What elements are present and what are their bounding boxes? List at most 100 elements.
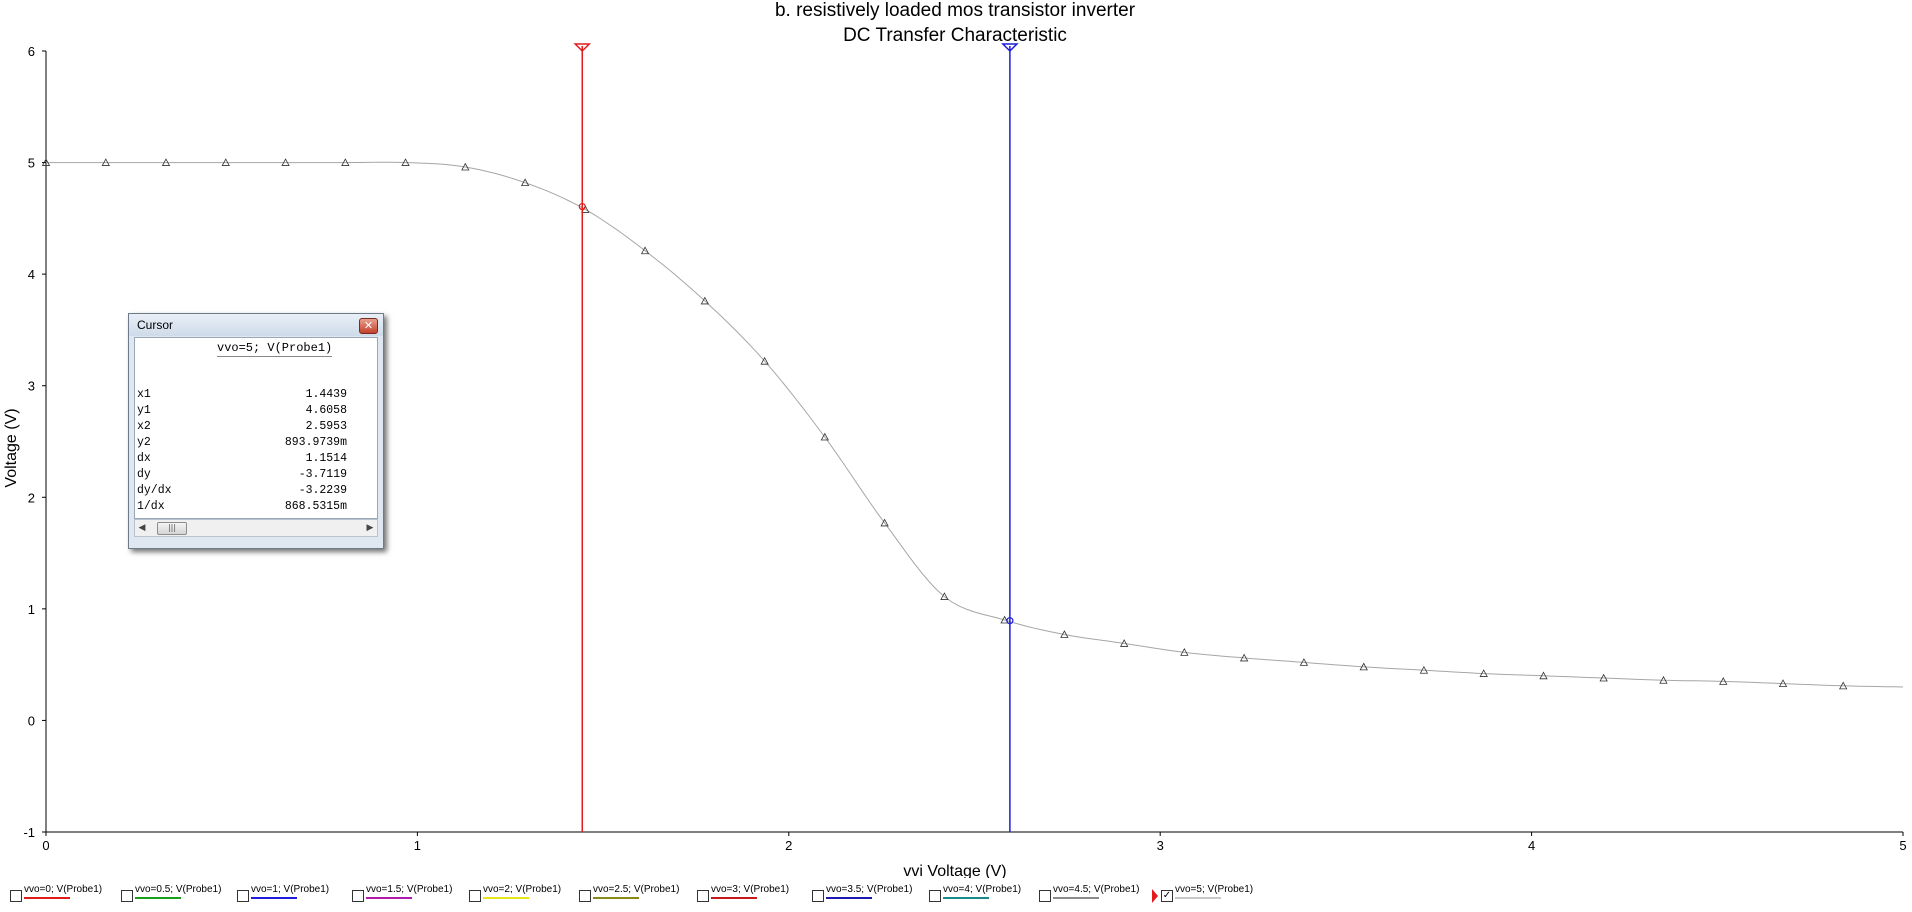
cursor-row-label: 1/dx xyxy=(137,500,165,513)
cursor-row-x1: x1 1.4439 xyxy=(137,388,347,404)
legend-checkbox[interactable] xyxy=(121,890,133,902)
legend-color-swatch xyxy=(24,897,70,899)
data-point-marker xyxy=(1539,671,1548,680)
legend-checkbox[interactable] xyxy=(237,890,249,902)
cursor-readout-panel: vvo=5; V(Probe1) x1 1.4439 y1 4.6058 x2 2.595… xyxy=(134,337,378,519)
x-tick-label: 5 xyxy=(1899,838,1906,853)
axes xyxy=(42,50,1904,836)
y-tick-label: 4 xyxy=(28,267,35,282)
cursor-lines[interactable] xyxy=(573,43,1019,832)
legend-checkbox[interactable] xyxy=(812,890,824,902)
x-tick-labels: 0 1 2 3 4 5 xyxy=(42,838,1906,853)
legend-color-swatch xyxy=(593,897,639,899)
data-point-marker xyxy=(401,158,410,166)
scroll-thumb[interactable]: ||| xyxy=(157,522,187,535)
data-point-marker xyxy=(341,158,350,166)
legend-checkbox[interactable]: ✓ xyxy=(1161,890,1173,902)
cursor-row-dx: dx 1.1514 xyxy=(137,452,347,468)
legend: vvo=0; V(Probe1) vvo=0.5; V(Probe1) vvo=1;… xyxy=(0,878,1912,912)
data-point-marker xyxy=(1060,630,1069,638)
cursor-row-dy: dy -3.7119 xyxy=(137,468,347,484)
legend-color-swatch xyxy=(366,897,412,899)
legend-color-swatch xyxy=(826,897,872,899)
cursor-row-value: 2.5953 xyxy=(305,420,347,433)
legend-label: vvo=0.5; V(Probe1) xyxy=(135,884,222,895)
data-point-marker xyxy=(461,162,470,171)
cursor-row-label: x2 xyxy=(137,420,151,433)
y-tick-label: -1 xyxy=(23,825,35,840)
y-axis-label: Voltage (V) xyxy=(3,408,20,487)
legend-checkbox[interactable] xyxy=(1039,890,1051,902)
y-tick-label: 2 xyxy=(28,490,35,505)
x-tick-label: 0 xyxy=(42,838,49,853)
data-point-marker xyxy=(1180,648,1189,656)
cursor-window-title: Cursor xyxy=(137,318,174,332)
cursor-row-value: -3.2239 xyxy=(298,484,347,497)
legend-label: vvo=2; V(Probe1) xyxy=(483,884,562,895)
selected-series-marker-icon xyxy=(1152,889,1158,903)
legend-checkbox[interactable] xyxy=(929,890,941,902)
chart-title-line-1: b. resistively loaded mos transistor inv… xyxy=(775,0,1136,21)
legend-label: vvo=3.5; V(Probe1) xyxy=(826,884,913,895)
y-tick-label: 6 xyxy=(28,44,35,59)
x-tick-label: 3 xyxy=(1157,838,1164,853)
cursor-readout-header: vvo=5; V(Probe1) xyxy=(217,341,333,357)
cursor-row-value: 4.6058 xyxy=(305,404,347,417)
scroll-right-arrow-icon[interactable]: ▶ xyxy=(366,523,374,533)
legend-color-swatch xyxy=(483,897,529,899)
series-lines xyxy=(41,158,1904,690)
y-tick-label: 3 xyxy=(28,379,35,394)
y-tick-label: 0 xyxy=(28,713,35,728)
data-point-marker xyxy=(1778,679,1788,688)
cursor-row-value: 1.1514 xyxy=(305,452,347,465)
data-point-marker xyxy=(1120,639,1129,647)
series-line xyxy=(46,161,1904,688)
cursor-row-value: 1.4439 xyxy=(305,388,347,401)
legend-label: vvo=0; V(Probe1) xyxy=(24,884,103,895)
legend-color-swatch xyxy=(1053,897,1099,899)
cursor-row-value: 893.9739m xyxy=(284,436,347,449)
data-point-marker xyxy=(1479,669,1488,677)
scroll-left-arrow-icon[interactable]: ◀ xyxy=(138,523,146,533)
legend-checkbox[interactable] xyxy=(697,890,709,902)
legend-color-swatch xyxy=(251,897,297,899)
cursor-row-1-per-dx: 1/dx 868.5315m xyxy=(137,500,347,516)
legend-checkbox[interactable] xyxy=(579,890,591,902)
cursor-row-value: 868.5315m xyxy=(284,500,347,513)
data-point-marker xyxy=(1359,662,1368,671)
legend-checkbox[interactable] xyxy=(10,890,22,902)
cursor-window[interactable]: Cursor ✕ vvo=5; V(Probe1) x1 1.4439 y1 4.60… xyxy=(128,313,384,549)
cursor-window-titlebar[interactable]: Cursor ✕ xyxy=(129,314,383,336)
legend-checkbox[interactable] xyxy=(469,890,481,902)
data-point-marker xyxy=(940,592,949,600)
chart-title-line-2: DC Transfer Characteristic xyxy=(843,25,1067,46)
legend-label: vvo=4.5; V(Probe1) xyxy=(1053,884,1140,895)
cursor-row-label: y2 xyxy=(137,436,151,449)
cursor-2-handle-icon[interactable] xyxy=(1001,43,1019,53)
legend-label: vvo=2.5; V(Probe1) xyxy=(593,884,680,895)
x-axis-label: vvi Voltage (V) xyxy=(903,863,1006,878)
data-point-marker xyxy=(1599,673,1608,682)
data-point-marker xyxy=(281,158,290,166)
legend-label: vvo=1; V(Probe1) xyxy=(251,884,330,895)
legend-label: vvo=4; V(Probe1) xyxy=(943,884,1022,895)
cursor-row-label: x1 xyxy=(137,388,151,401)
data-point-marker xyxy=(1000,615,1009,624)
cursor-row-x2: x2 2.5953 xyxy=(137,420,347,436)
cursor-row-dy-per-dx: dy/dx -3.2239 xyxy=(137,484,347,500)
cursor-1-point xyxy=(578,202,586,211)
legend-color-swatch xyxy=(711,897,757,899)
cursor-row-value: -3.7119 xyxy=(298,468,347,481)
data-point-marker xyxy=(700,296,710,305)
x-tick-label: 4 xyxy=(1528,838,1535,853)
data-point-marker xyxy=(41,158,51,166)
data-point-marker xyxy=(221,158,230,166)
x-tick-label: 2 xyxy=(785,838,792,853)
data-point-marker xyxy=(101,158,110,166)
close-icon[interactable]: ✕ xyxy=(359,318,378,334)
legend-checkbox[interactable] xyxy=(352,890,364,902)
cursor-window-scrollbar[interactable]: ◀ ||| ▶ xyxy=(134,519,378,537)
cursor-1-handle-icon[interactable] xyxy=(573,43,592,53)
data-point-marker xyxy=(1659,675,1668,684)
chart-title: b. resistively loaded mos transistor inv… xyxy=(775,0,1136,46)
